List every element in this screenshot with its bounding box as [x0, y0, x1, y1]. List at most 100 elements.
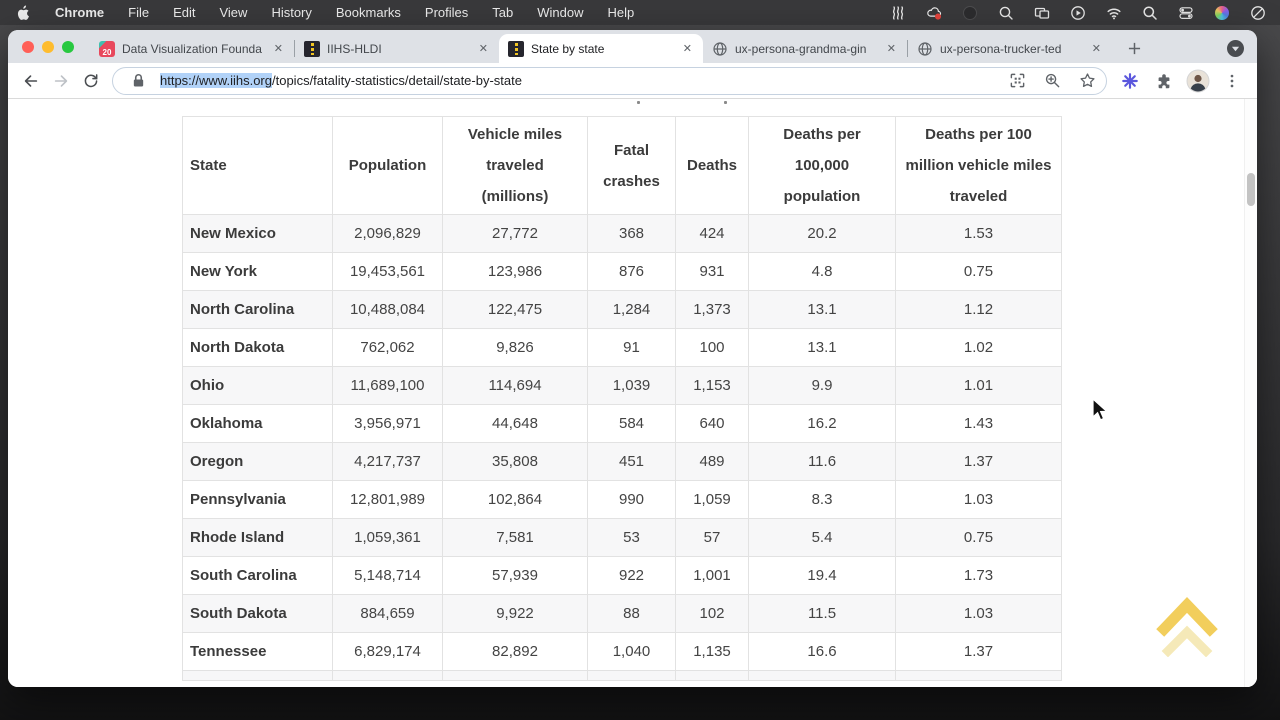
value-cell: [182, 670, 333, 681]
value-cell: 640: [675, 404, 749, 443]
value-cell: 12,801,989: [332, 480, 443, 519]
back-button[interactable]: [16, 66, 46, 96]
value-cell: 20.2: [748, 214, 896, 253]
tab-label: State by state: [531, 41, 605, 56]
tab-state-by-state[interactable]: State by state ✕: [499, 34, 703, 63]
new-tab-button[interactable]: [1120, 34, 1148, 62]
menu-bookmarks[interactable]: Bookmarks: [335, 5, 401, 20]
wifi-icon[interactable]: [1105, 4, 1122, 21]
column-header: Fatal crashes: [587, 116, 676, 215]
menu-view[interactable]: View: [219, 5, 248, 20]
value-cell: 122,475: [442, 290, 588, 329]
value-cell: [442, 670, 588, 681]
value-cell: 876: [587, 252, 676, 291]
state-cell: Oregon: [182, 442, 333, 481]
calendar-favicon: 20: [99, 40, 115, 57]
table-row: South Dakota 884,659 9,922 88 102 11.5 1.03: [182, 594, 1062, 633]
value-cell: 1,373: [675, 290, 749, 329]
page-scrollbar-thumb[interactable]: [1247, 173, 1255, 206]
dimmed-app-icon[interactable]: [961, 4, 978, 21]
tab-divider: [294, 40, 295, 57]
tab-close-icon[interactable]: ✕: [478, 43, 488, 55]
tab-close-icon[interactable]: ✕: [886, 43, 896, 55]
value-cell: 7,581: [442, 518, 588, 557]
tab-close-icon[interactable]: ✕: [682, 43, 692, 55]
menu-file[interactable]: File: [128, 5, 150, 20]
pinwheel-icon[interactable]: [1213, 4, 1230, 21]
do-not-disturb-icon[interactable]: [1249, 4, 1266, 21]
tab-ux-persona-trucker-ted[interactable]: ux-persona-trucker-ted ✕: [908, 34, 1112, 63]
menu-tab[interactable]: Tab: [492, 5, 514, 20]
macos-menu-bar: Chrome File Edit View History Bookmarks …: [0, 0, 1280, 25]
value-cell: 0.75: [895, 252, 1062, 291]
tab-iihs-hldi[interactable]: IIHS-HLDI ✕: [295, 34, 499, 63]
forward-button[interactable]: [46, 66, 76, 96]
table-row-partial: [182, 670, 1062, 681]
page-scrollbar-track[interactable]: [1244, 99, 1257, 687]
minimize-window-button[interactable]: [42, 40, 54, 53]
value-cell: 9.9: [748, 366, 896, 405]
value-cell: 5,148,714: [332, 556, 443, 595]
scan-icon[interactable]: [1004, 68, 1030, 94]
column-header: Deaths per 100 million vehicle miles tra…: [895, 116, 1062, 215]
menu-window[interactable]: Window: [537, 5, 584, 20]
tab-label: ux-persona-grandma-gin: [735, 41, 867, 56]
value-cell: 9,826: [442, 328, 588, 367]
menu-history[interactable]: History: [271, 5, 312, 20]
zoom-window-button[interactable]: [62, 40, 74, 53]
state-cell: Oklahoma: [182, 404, 333, 443]
menu-profiles[interactable]: Profiles: [424, 5, 469, 20]
table-row: Rhode Island 1,059,361 7,581 53 57 5.4 0.75: [182, 518, 1062, 557]
value-cell: 57,939: [442, 556, 588, 595]
value-cell: 1.03: [895, 594, 1062, 633]
state-cell: New Mexico: [182, 214, 333, 253]
menu-chrome[interactable]: Chrome: [55, 5, 105, 20]
value-cell: 114,694: [442, 366, 588, 405]
state-cell: South Carolina: [182, 556, 333, 595]
value-cell: 16.6: [748, 632, 896, 671]
value-cell: 13.1: [748, 328, 896, 367]
tab-search-button[interactable]: [1227, 40, 1244, 57]
spotlight-search-icon[interactable]: [1141, 4, 1158, 21]
value-cell: 13.1: [748, 290, 896, 329]
creative-cloud-icon[interactable]: [925, 4, 942, 21]
table-row: Ohio 11,689,100 114,694 1,039 1,153 9.9 1.01: [182, 366, 1062, 405]
screen-mirroring-icon[interactable]: [1033, 4, 1050, 21]
road-favicon: [304, 40, 320, 57]
tab-data-visualization-founda[interactable]: 20 Data Visualization Founda ✕: [90, 34, 294, 63]
menu-help[interactable]: Help: [607, 5, 635, 20]
waves-icon[interactable]: [889, 4, 906, 21]
tab-close-icon[interactable]: ✕: [1091, 43, 1101, 55]
zoom-level-icon[interactable]: [1039, 68, 1065, 94]
lock-icon[interactable]: [125, 68, 151, 94]
apple-menu-icon[interactable]: [14, 4, 31, 21]
column-header: Deaths per 100,000 population: [748, 116, 896, 215]
value-cell: 6,829,174: [332, 632, 443, 671]
value-cell: 19,453,561: [332, 252, 443, 291]
page-content: State Population Vehicle miles traveled (m…: [8, 99, 1257, 687]
extensions-puzzle-icon[interactable]: [1150, 67, 1178, 95]
value-cell: 451: [587, 442, 676, 481]
value-cell: 2,096,829: [332, 214, 443, 253]
back-to-top-button[interactable]: [1156, 591, 1218, 658]
address-bar[interactable]: https://www.iihs.org/topics/fatality-sta…: [112, 66, 1107, 95]
tab-ux-persona-grandma-gin[interactable]: ux-persona-grandma-gin ✕: [703, 34, 907, 63]
menu-edit[interactable]: Edit: [173, 5, 196, 20]
control-center-icon[interactable]: [1177, 4, 1194, 21]
close-window-button[interactable]: [22, 40, 34, 53]
tab-close-icon[interactable]: ✕: [273, 43, 283, 55]
table-row: Tennessee 6,829,174 82,892 1,040 1,135 16.6 1.…: [182, 632, 1062, 671]
value-cell: 1,135: [675, 632, 749, 671]
value-cell: 9,922: [442, 594, 588, 633]
extension-asterisk-icon[interactable]: [1116, 67, 1144, 95]
kebab-menu-icon[interactable]: [1218, 67, 1246, 95]
url-path-text: /topics/fatality-statistics/detail/state…: [272, 73, 522, 88]
value-cell: 16.2: [748, 404, 896, 443]
reload-button[interactable]: [76, 66, 106, 96]
column-header: Deaths: [675, 116, 749, 215]
bookmark-star-icon[interactable]: [1074, 68, 1100, 94]
loupe-icon[interactable]: [997, 4, 1014, 21]
value-cell: 990: [587, 480, 676, 519]
play-circle-icon[interactable]: [1069, 4, 1086, 21]
profile-avatar[interactable]: [1184, 67, 1212, 95]
